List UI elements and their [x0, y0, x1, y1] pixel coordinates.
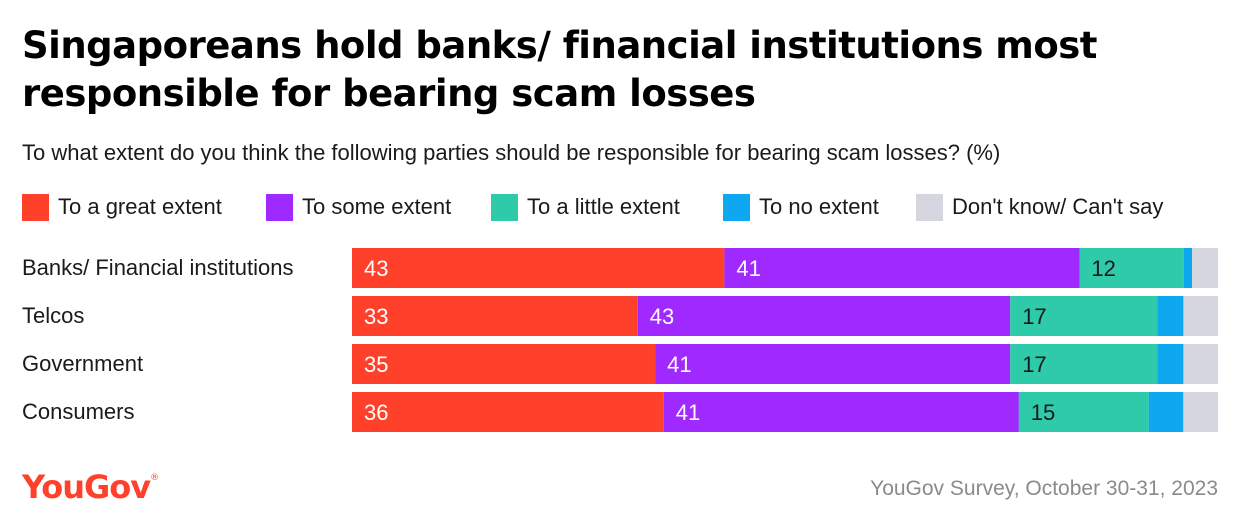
bar-government-to-a-little-extent	[1010, 344, 1158, 384]
row-label-consumers: Consumers	[22, 399, 135, 424]
legend-item-some-extent: To some extent	[266, 191, 451, 223]
legend-label-dont-know: Don't know/ Can't say	[952, 194, 1164, 219]
logo-registered-mark: ®	[150, 473, 159, 484]
legend-label-great-extent: To a great extent	[58, 194, 222, 219]
value-label-consumers-to-a-little-extent: 15	[1031, 400, 1055, 425]
legend-swatch-dont-know	[916, 193, 943, 221]
legend-item-no-extent: To no extent	[723, 191, 879, 223]
logo-text: YouGov	[22, 468, 151, 506]
row-label-telcos: Telcos	[22, 303, 85, 328]
legend-item-great-extent: To a great extent	[22, 191, 222, 223]
value-label-telcos-to-some-extent: 43	[650, 304, 674, 329]
legend-swatch-some-extent	[266, 193, 293, 221]
value-label-banks-financial-institutions-to-some-extent: 41	[736, 256, 760, 281]
chart-title: Singaporeans hold banks/ financial insti…	[22, 24, 1097, 115]
legend-swatch-great-extent	[22, 193, 49, 221]
value-label-banks-financial-institutions-to-a-little-extent: 12	[1091, 256, 1115, 281]
bar-consumers-to-some-extent	[663, 392, 1019, 432]
row-label-banks: Banks/ Financial institutions	[22, 255, 294, 280]
bar-telcos-to-no-extent	[1157, 296, 1184, 336]
bar-government-don-t-know-can-t-say	[1183, 344, 1218, 384]
value-label-consumers-to-a-great-extent: 36	[364, 400, 388, 425]
bar-banks-financial-institutions-to-no-extent	[1183, 248, 1193, 288]
value-label-government-to-some-extent: 41	[667, 352, 691, 377]
bar-banks-financial-institutions-don-t-know-can-t-say	[1192, 248, 1218, 288]
legend-item-dont-know: Don't know/ Can't say	[916, 191, 1163, 223]
value-label-telcos-to-a-great-extent: 33	[364, 304, 388, 329]
bar-government-to-no-extent	[1157, 344, 1184, 384]
legend-swatch-no-extent	[723, 193, 750, 221]
legend-label-little-extent: To a little extent	[527, 194, 680, 219]
value-label-banks-financial-institutions-to-a-great-extent: 43	[364, 256, 388, 281]
bar-banks-financial-institutions-to-some-extent	[724, 248, 1080, 288]
value-label-telcos-to-a-little-extent: 17	[1022, 304, 1046, 329]
legend-label-no-extent: To no extent	[759, 194, 879, 219]
bar-government-to-a-great-extent	[352, 344, 656, 384]
legend-item-little-extent: To a little extent	[491, 191, 680, 223]
bar-telcos-to-some-extent	[637, 296, 1011, 336]
bar-government-to-some-extent	[655, 344, 1011, 384]
value-label-government-to-a-little-extent: 17	[1022, 352, 1046, 377]
value-label-government-to-a-great-extent: 35	[364, 352, 388, 377]
bar-consumers-to-a-little-extent	[1018, 392, 1149, 432]
source-note: YouGov Survey, October 30-31, 2023	[870, 477, 1218, 500]
yougov-logo: YouGov®	[22, 468, 159, 506]
row-label-government: Government	[22, 351, 144, 376]
bar-banks-financial-institutions-to-a-little-extent	[1079, 248, 1184, 288]
bar-telcos-to-a-great-extent	[352, 296, 638, 336]
bar-telcos-to-a-little-extent	[1010, 296, 1158, 336]
bar-consumers-to-a-great-extent	[352, 392, 664, 432]
chart-subtitle: To what extent do you think the followin…	[22, 140, 1001, 165]
legend-swatch-little-extent	[491, 193, 518, 221]
bar-consumers-don-t-know-can-t-say	[1183, 392, 1218, 432]
bar-banks-financial-institutions-to-a-great-extent	[352, 248, 725, 288]
value-label-consumers-to-some-extent: 41	[676, 400, 700, 425]
bar-telcos-don-t-know-can-t-say	[1183, 296, 1218, 336]
bar-consumers-to-no-extent	[1148, 392, 1184, 432]
legend-label-some-extent: To some extent	[302, 194, 452, 219]
